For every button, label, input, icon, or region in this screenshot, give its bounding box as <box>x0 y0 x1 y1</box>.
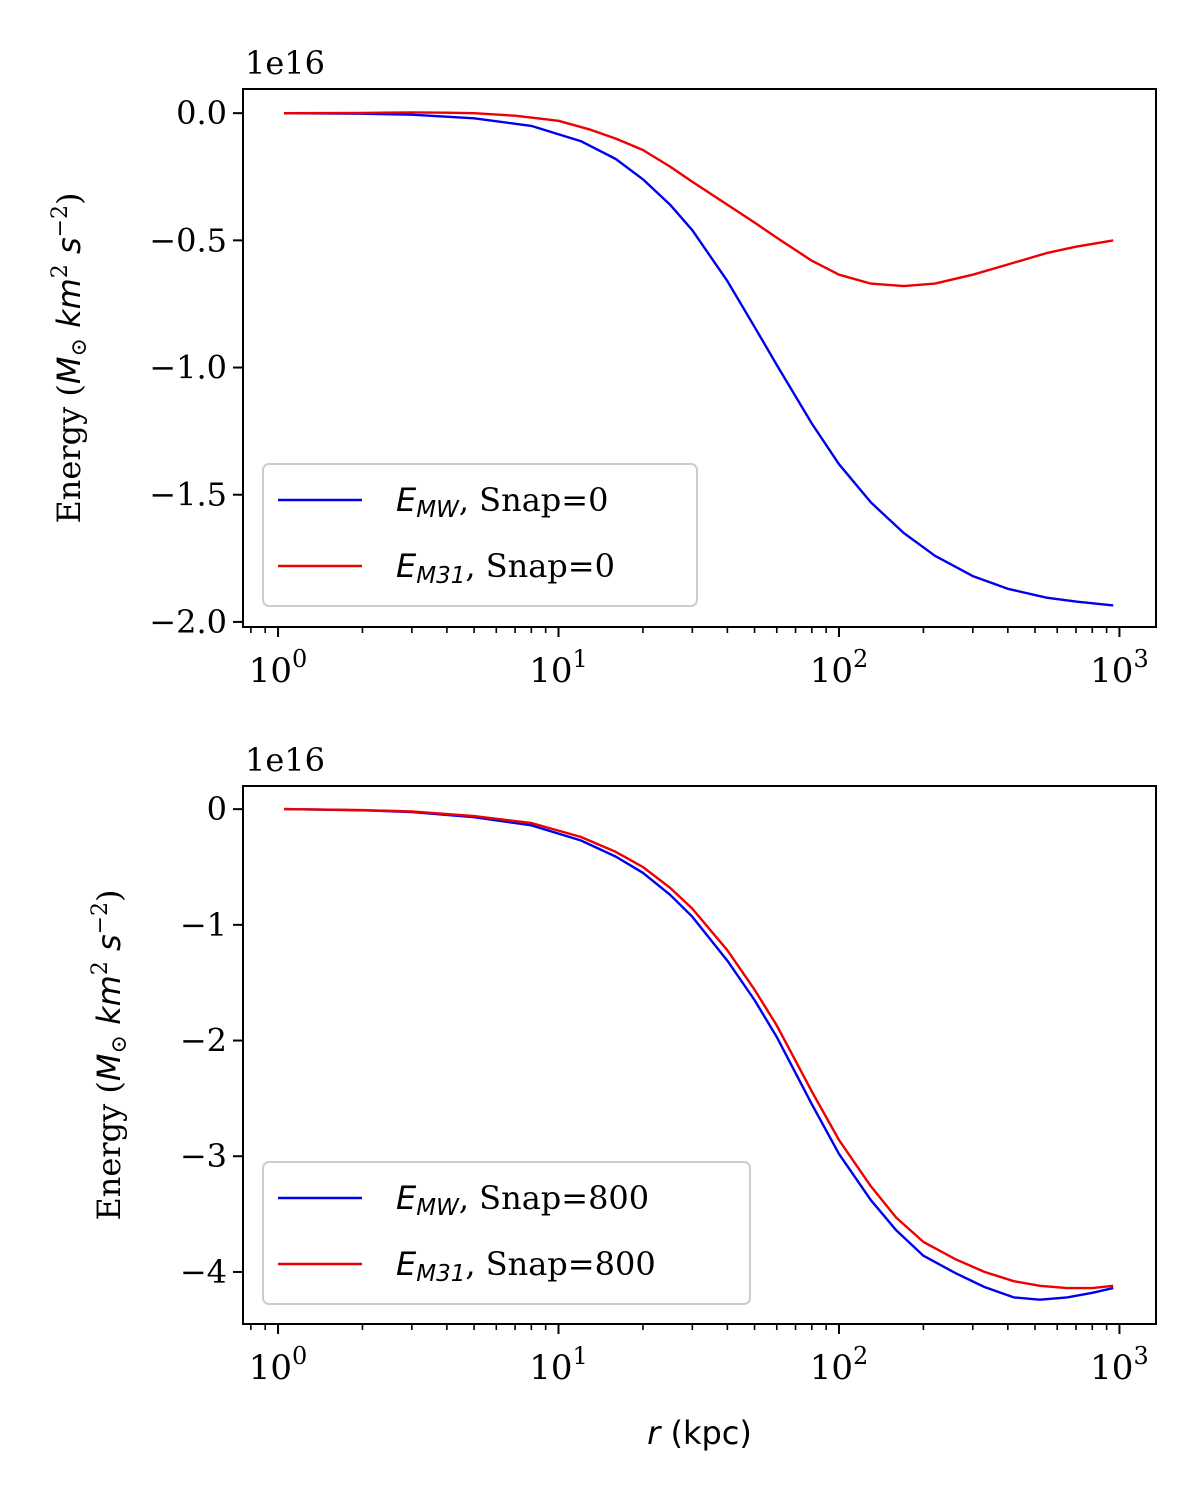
y-tick-label: −2.0 <box>149 603 227 641</box>
x-tick-label: 103 <box>1090 645 1149 691</box>
series-line-mw <box>283 807 1114 1301</box>
legend-frame <box>262 1161 751 1305</box>
x-tick-label: 101 <box>529 1342 588 1388</box>
series-line-mw <box>283 112 1114 607</box>
x-axis-label: r (kpc) <box>647 1414 752 1452</box>
y-tick-label: −1.0 <box>149 349 227 387</box>
y-tick-label: 0 <box>207 790 227 828</box>
y-axis-label: Energy (M⊙ km2 s−2) <box>88 889 132 1220</box>
legend-frame <box>262 463 698 607</box>
series-line-m31 <box>283 807 1114 1290</box>
y-offset-multiplier: 1e16 <box>245 44 325 82</box>
y-tick-label: −1 <box>180 906 227 944</box>
legend-entry-label: EM31, Snap=0 <box>396 547 615 589</box>
legend: EMW, Snap=800 EM31, Snap=800 <box>262 1161 751 1305</box>
y-tick-label: −3 <box>180 1137 227 1175</box>
y-tick-label: −0.5 <box>149 221 227 259</box>
legend: EMW, Snap=0 EM31, Snap=0 <box>262 463 698 607</box>
chart-panel-1: 100 101 102 103 0.0 −0.5 −1.0 −1.5 −2.0 1e16 Energ… <box>48 44 1157 691</box>
chart-panel-2: 100 101 102 103 0 −1 −2 −3 −4 1e16 Energy (M⊙ km2 … <box>88 741 1157 1452</box>
y-tick-label: −4 <box>180 1253 227 1291</box>
axes-frame <box>242 785 1157 1325</box>
x-tick-label: 101 <box>529 645 588 691</box>
y-tick-label: −2 <box>180 1022 227 1060</box>
x-tick-label: 100 <box>249 645 308 691</box>
x-tick-label: 102 <box>810 1342 869 1388</box>
y-tick-label: −1.5 <box>149 476 227 514</box>
legend-entry-label: EMW, Snap=0 <box>396 481 608 523</box>
axes-frame <box>242 88 1157 628</box>
y-tick-label: 0.0 <box>176 94 227 132</box>
x-tick-label: 102 <box>810 645 869 691</box>
legend-entry-label: EMW, Snap=800 <box>396 1179 649 1221</box>
y-axis-label: Energy (M⊙ km2 s−2) <box>48 192 92 523</box>
x-tick-label: 100 <box>249 1342 308 1388</box>
x-tick-label: 103 <box>1090 1342 1149 1388</box>
series-line-m31 <box>283 111 1114 288</box>
y-offset-multiplier: 1e16 <box>245 741 325 779</box>
legend-entry-label: EM31, Snap=800 <box>396 1245 656 1287</box>
